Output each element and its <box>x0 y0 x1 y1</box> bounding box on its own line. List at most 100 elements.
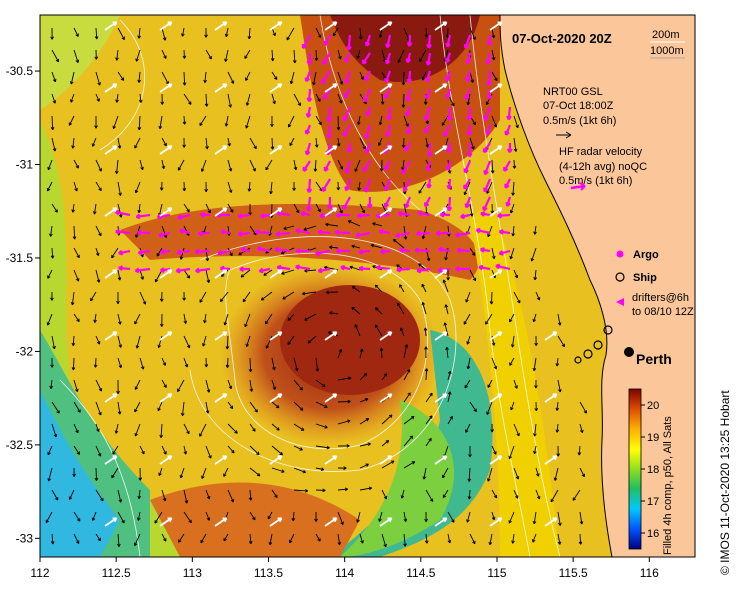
drifter-arrow <box>214 269 228 279</box>
gsl-arrow <box>267 511 273 520</box>
gsl-arrow <box>351 244 361 249</box>
gsl-arrow <box>315 445 330 450</box>
drifter-arrow <box>159 145 173 155</box>
gsl-arrow <box>219 291 229 303</box>
gsl-arrow <box>375 307 383 315</box>
gsl-arrow <box>73 27 79 37</box>
gsl-arrow <box>95 247 100 256</box>
gsl-arrow <box>205 137 209 150</box>
hf-radar-arrow <box>416 267 431 274</box>
gsl-arrow <box>532 313 537 323</box>
gsl-arrow <box>381 440 390 447</box>
gsl-arrow <box>378 511 383 522</box>
gsl-arrow <box>513 137 518 152</box>
drifter-arrow <box>104 21 118 31</box>
gsl-arrow <box>95 225 102 237</box>
gsl-arrow <box>579 423 584 434</box>
gsl-arrow <box>444 304 449 315</box>
gsl-arrow <box>94 115 98 129</box>
hf-radar-arrow <box>405 106 412 117</box>
gsl-arrow <box>137 71 141 83</box>
gsl-arrow <box>490 423 494 433</box>
gsl-arrow <box>49 225 53 237</box>
drifter-arrow <box>544 517 558 527</box>
drifter-arrow <box>104 83 118 93</box>
gsl-arrow <box>463 313 471 325</box>
gsl-arrow <box>447 511 455 523</box>
gsl-arrow <box>287 115 295 128</box>
gsl-arrow <box>292 181 296 191</box>
gsl-arrow <box>337 533 342 546</box>
gsl-arrow <box>380 93 385 105</box>
hf-radar-arrow <box>479 247 491 253</box>
hf-radar-arrow <box>439 211 451 218</box>
hf-radar-arrow <box>135 213 151 220</box>
gsl-arrow <box>182 115 187 125</box>
gsl-arrow <box>159 291 164 302</box>
gsl-arrow <box>244 313 251 328</box>
gsl-velocity-arrows <box>45 27 587 548</box>
gsl-arrow <box>182 181 187 192</box>
gsl-arrow <box>199 115 207 126</box>
gsl-arrow <box>374 284 383 293</box>
gsl-arrow <box>304 268 317 273</box>
gsl-arrow <box>329 245 339 250</box>
hf-radar-arrow <box>322 88 331 100</box>
gsl-arrow <box>117 357 123 369</box>
gsl-arrow <box>556 445 561 457</box>
y-tick-label: -31.5 <box>6 251 34 265</box>
gsl-arrow <box>293 401 304 411</box>
gsl-arrow <box>550 489 559 503</box>
gsl-arrow <box>399 327 405 337</box>
drifter-arrow <box>434 331 448 341</box>
drifter-arrow <box>379 393 393 403</box>
drifter-arrow <box>324 21 338 31</box>
gsl-arrow <box>225 357 230 368</box>
hf-radar-arrow <box>437 246 451 253</box>
hf-radar-arrow <box>364 142 372 154</box>
gsl-arrow <box>359 203 366 214</box>
gsl-arrow <box>315 27 322 38</box>
drifters-line1: drifters@6h <box>632 292 689 304</box>
drifter-arrow <box>104 145 118 155</box>
gsl-arrow <box>161 225 168 238</box>
gsl-arrow <box>183 269 191 279</box>
gsl-arrow <box>400 489 405 499</box>
hf-radar-arrow <box>306 178 313 193</box>
gsl-arrow <box>469 247 476 256</box>
gsl-arrow <box>269 181 273 195</box>
hf-radar-arrow <box>384 52 392 65</box>
gsl-arrow <box>356 49 361 59</box>
hf-radar-arrow <box>503 160 511 172</box>
gsl-arrow <box>73 181 78 192</box>
hf-radar-arrow <box>321 178 331 193</box>
hf-radar-arrow <box>506 106 512 121</box>
gsl-arrow <box>315 93 321 102</box>
gsl-arrow <box>392 238 405 249</box>
gsl-arrow <box>95 71 101 86</box>
drifter-arrow <box>489 207 503 217</box>
gsl-arrow <box>534 401 539 412</box>
gsl-arrow <box>271 423 280 431</box>
gsl-arrow <box>359 27 363 40</box>
hf-radar-arrow <box>416 230 431 237</box>
gsl-arrow <box>260 291 273 301</box>
gsl-arrow <box>491 71 498 82</box>
gsl-arrow <box>533 445 537 455</box>
gsl-arrow <box>289 71 295 85</box>
gsl-arrow <box>179 467 185 479</box>
gsl-arrow <box>117 269 122 281</box>
gsl-arrow <box>469 71 474 83</box>
colorbar-label: Filled 4h comp, p50, All Sats <box>662 416 674 555</box>
gsl-arrow <box>579 511 584 525</box>
gsl-arrow <box>401 93 406 108</box>
hf-radar-arrow <box>376 264 391 271</box>
gsl-arrow <box>442 489 449 498</box>
gsl-arrow <box>337 511 344 526</box>
gsl-arrow <box>245 335 251 347</box>
hf-line2: (4-12h avg) noQC <box>559 161 647 173</box>
x-tick-label: 116 <box>640 566 659 580</box>
gsl-arrow <box>111 467 119 479</box>
drifter-arrow <box>434 145 448 155</box>
